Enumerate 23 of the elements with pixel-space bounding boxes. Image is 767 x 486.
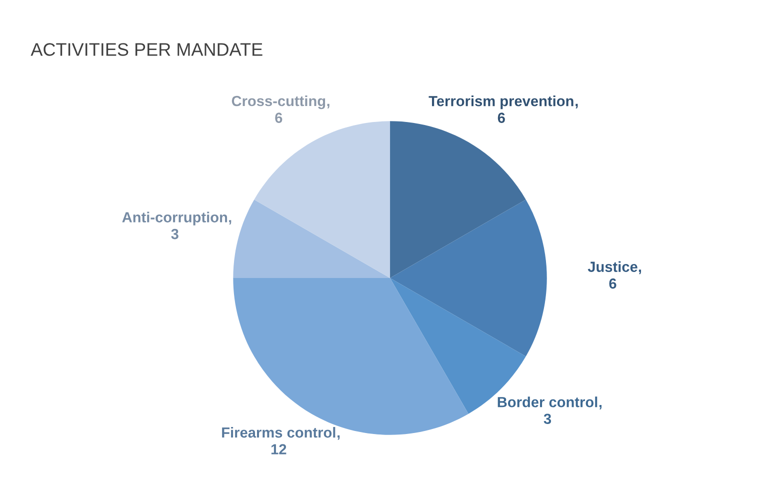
text: , — [229, 220, 232, 225]
text: , — [338, 435, 340, 440]
text: , — [599, 404, 602, 410]
text: , — [576, 104, 578, 108]
pie-slice — [254, 121, 390, 278]
data-label: 12 — [271, 444, 286, 454]
slice-label: Cross-cutting — [232, 95, 326, 110]
data-label: 6 — [275, 112, 282, 123]
slice-label: Anti-corruption — [122, 212, 228, 226]
data-label: 6 — [498, 112, 505, 123]
pie-slice — [390, 200, 547, 356]
text: , — [327, 104, 330, 108]
chart-title: ACTIVITIES PER MANDATE — [30, 43, 262, 56]
data-label: 3 — [171, 228, 178, 240]
slice-label: Border control — [498, 396, 598, 408]
slice-label: Justice — [588, 261, 638, 272]
pie-slice — [233, 200, 390, 278]
slice-label: Terrorism prevention — [428, 96, 574, 110]
data-label: 3 — [544, 414, 552, 424]
slice-label: Firearms control — [222, 426, 336, 438]
pie-slice — [390, 121, 526, 278]
data-label: 6 — [609, 278, 616, 289]
text: , — [638, 270, 642, 274]
